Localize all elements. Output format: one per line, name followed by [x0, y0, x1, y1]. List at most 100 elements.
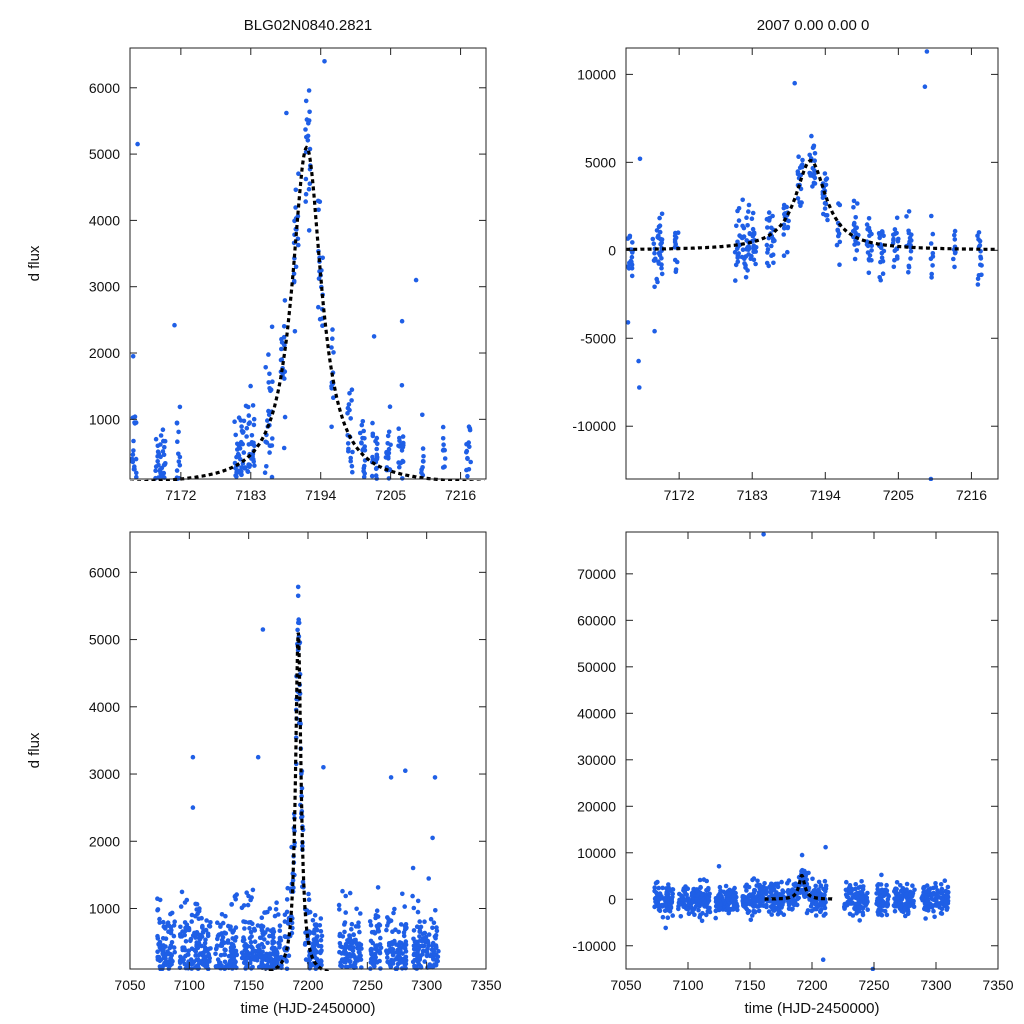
data-point [330, 336, 335, 342]
data-point [161, 924, 167, 929]
data-point [904, 881, 910, 887]
data-point [244, 890, 249, 895]
y-tick-label: 10000 [577, 845, 616, 861]
data-point [855, 896, 861, 902]
data-point [769, 881, 774, 887]
data-point [746, 202, 752, 208]
data-point [218, 922, 223, 928]
data-point [303, 98, 309, 104]
data-point [269, 324, 275, 330]
outlier-point [135, 141, 140, 147]
x-tick-label: 7250 [352, 977, 383, 993]
data-point [786, 906, 792, 911]
outlier-point [260, 627, 266, 632]
data-point [753, 261, 758, 267]
data-point [766, 909, 772, 914]
data-point [657, 891, 663, 896]
outlier-point [761, 532, 766, 537]
data-point [420, 459, 426, 464]
data-point [659, 265, 664, 271]
data-point [697, 877, 703, 883]
data-point [799, 164, 805, 170]
data-point [264, 464, 269, 469]
data-point [318, 943, 324, 949]
data-point [218, 965, 223, 971]
data-point [268, 387, 274, 393]
data-point [415, 898, 421, 904]
data-point [690, 899, 695, 904]
data-point [359, 440, 364, 445]
data-point [856, 909, 862, 914]
data-point [855, 201, 860, 206]
data-point [843, 892, 849, 897]
data-point [794, 902, 800, 908]
data-point [771, 887, 777, 892]
data-point [670, 887, 676, 892]
data-point [267, 964, 273, 970]
data-point [726, 891, 732, 897]
data-point [700, 910, 705, 916]
data-point [312, 922, 318, 927]
data-point [155, 955, 161, 961]
data-point [267, 906, 273, 911]
data-point [895, 895, 900, 901]
data-point [929, 903, 934, 908]
data-point [743, 275, 749, 280]
data-point [242, 952, 247, 958]
data-point [979, 263, 984, 268]
data-point [906, 230, 912, 236]
data-point [172, 949, 177, 955]
data-point [921, 885, 926, 891]
data-point [932, 914, 937, 920]
outlier-point [130, 354, 136, 359]
data-point [196, 965, 201, 971]
data-point [164, 959, 169, 964]
data-point [157, 920, 162, 925]
data-point [735, 255, 740, 260]
data-point [433, 908, 438, 913]
data-point [361, 468, 366, 474]
data-point [923, 889, 929, 894]
data-point [740, 247, 746, 252]
data-point [293, 205, 298, 210]
x-tick-label: 7300 [411, 977, 442, 993]
data-point [197, 906, 202, 911]
data-point [894, 880, 900, 885]
data-point [883, 887, 888, 893]
outlier-point [321, 765, 326, 770]
plot-frame [625, 47, 999, 480]
data-point [263, 953, 268, 959]
data-point [740, 197, 745, 203]
data-point [222, 940, 227, 946]
data-point [704, 878, 709, 884]
data-point [245, 956, 250, 961]
x-tick-label: 7050 [610, 977, 641, 993]
data-point [349, 921, 355, 927]
data-point [377, 922, 383, 928]
data-point [265, 927, 270, 932]
data-point [895, 256, 900, 261]
y-tick-label: 6000 [89, 80, 120, 96]
data-point [696, 907, 701, 913]
data-point [741, 903, 747, 909]
data-point [781, 222, 787, 228]
data-point [260, 949, 265, 955]
data-point [762, 881, 767, 886]
data-point [307, 181, 313, 186]
data-point [434, 928, 440, 934]
data-point [434, 958, 439, 963]
data-point [846, 900, 852, 905]
data-point [162, 462, 167, 467]
data-point [349, 946, 354, 952]
outlier-point [924, 49, 930, 54]
data-point [923, 916, 928, 921]
outlier-point [823, 844, 828, 850]
outlier-point [652, 328, 657, 334]
data-point [977, 243, 983, 248]
data-point [378, 945, 384, 951]
data-point [768, 890, 774, 895]
data-point [750, 226, 756, 232]
data-point [343, 893, 349, 899]
data-point [369, 946, 374, 952]
outlier-point [430, 835, 435, 841]
